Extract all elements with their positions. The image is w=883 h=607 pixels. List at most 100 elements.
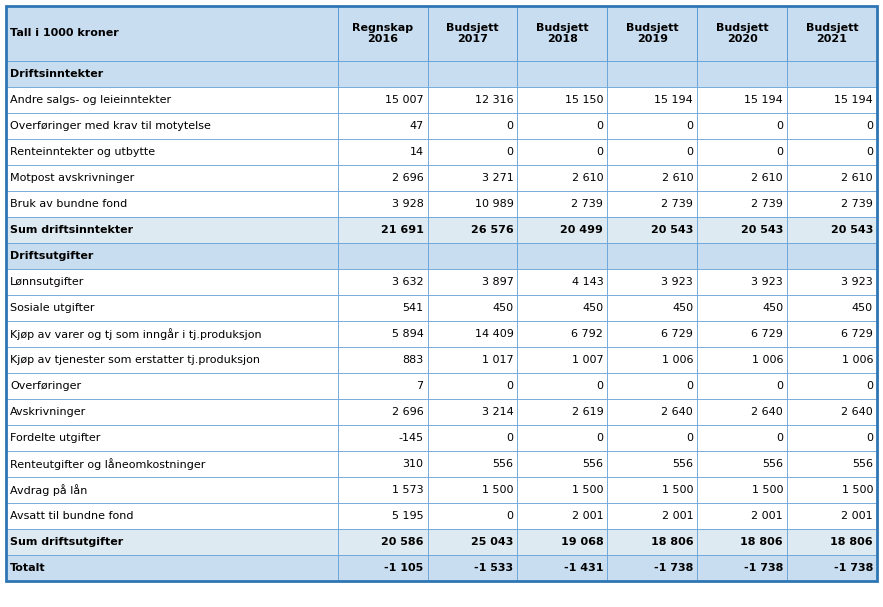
Bar <box>787 139 877 165</box>
Bar <box>6 321 337 347</box>
Text: 15 194: 15 194 <box>834 95 873 105</box>
Bar <box>6 425 337 451</box>
Text: 2 001: 2 001 <box>571 511 603 521</box>
Bar <box>787 425 877 451</box>
Bar <box>337 165 427 191</box>
Bar <box>427 87 517 113</box>
Bar <box>698 6 787 61</box>
Bar <box>698 191 787 217</box>
Bar <box>6 87 337 113</box>
Text: 556: 556 <box>582 459 603 469</box>
Bar <box>427 61 517 87</box>
Text: Lønnsutgifter: Lønnsutgifter <box>10 277 85 287</box>
Bar <box>337 6 427 61</box>
Text: 3 923: 3 923 <box>841 277 873 287</box>
Bar <box>608 451 698 477</box>
Text: -1 105: -1 105 <box>384 563 424 573</box>
Text: 2 619: 2 619 <box>571 407 603 417</box>
Text: 2 696: 2 696 <box>392 173 424 183</box>
Text: 26 576: 26 576 <box>471 225 513 235</box>
Text: Budsjett
2021: Budsjett 2021 <box>806 22 858 44</box>
Bar <box>517 555 608 581</box>
Bar <box>337 399 427 425</box>
Text: 0: 0 <box>776 381 783 391</box>
Bar <box>337 503 427 529</box>
Bar <box>6 269 337 295</box>
Bar <box>608 555 698 581</box>
Text: 4 143: 4 143 <box>571 277 603 287</box>
Bar <box>6 217 337 243</box>
Text: 3 214: 3 214 <box>482 407 513 417</box>
Bar <box>517 503 608 529</box>
Bar <box>427 6 517 61</box>
Bar <box>517 139 608 165</box>
Bar <box>698 373 787 399</box>
Bar <box>337 529 427 555</box>
Text: Driftsinntekter: Driftsinntekter <box>10 69 103 79</box>
Text: 0: 0 <box>866 433 873 443</box>
Text: 0: 0 <box>776 121 783 131</box>
Bar <box>517 529 608 555</box>
Text: 1 017: 1 017 <box>482 355 513 365</box>
Bar <box>6 191 337 217</box>
Bar <box>608 269 698 295</box>
Bar <box>6 503 337 529</box>
Bar <box>337 477 427 503</box>
Text: Driftsutgifter: Driftsutgifter <box>10 251 94 261</box>
Text: 6 729: 6 729 <box>661 329 693 339</box>
Bar <box>787 243 877 269</box>
Text: Motpost avskrivninger: Motpost avskrivninger <box>10 173 134 183</box>
Bar <box>608 191 698 217</box>
Text: Andre salgs- og leieinntekter: Andre salgs- og leieinntekter <box>10 95 171 105</box>
Text: 3 923: 3 923 <box>661 277 693 287</box>
Text: 556: 556 <box>493 459 513 469</box>
Text: -1 738: -1 738 <box>653 563 693 573</box>
Text: 1 573: 1 573 <box>392 485 424 495</box>
Text: 20 543: 20 543 <box>651 225 693 235</box>
Bar <box>698 113 787 139</box>
Bar <box>337 347 427 373</box>
Text: 5 894: 5 894 <box>392 329 424 339</box>
Text: 7: 7 <box>417 381 424 391</box>
Bar <box>337 269 427 295</box>
Bar <box>6 399 337 425</box>
Bar <box>427 321 517 347</box>
Bar <box>787 269 877 295</box>
Text: Budsjett
2018: Budsjett 2018 <box>536 22 589 44</box>
Bar <box>608 295 698 321</box>
Bar <box>608 217 698 243</box>
Bar <box>698 347 787 373</box>
Bar <box>517 87 608 113</box>
Bar <box>427 503 517 529</box>
Text: -1 738: -1 738 <box>834 563 873 573</box>
Bar <box>698 165 787 191</box>
Bar <box>517 165 608 191</box>
Text: 0: 0 <box>776 147 783 157</box>
Bar <box>608 373 698 399</box>
Bar <box>427 191 517 217</box>
Bar <box>608 139 698 165</box>
Text: 18 806: 18 806 <box>741 537 783 547</box>
Bar <box>6 555 337 581</box>
Bar <box>517 217 608 243</box>
Text: Budsjett
2019: Budsjett 2019 <box>626 22 678 44</box>
Text: 1 500: 1 500 <box>751 485 783 495</box>
Bar <box>427 243 517 269</box>
Bar <box>787 347 877 373</box>
Text: 20 499: 20 499 <box>561 225 603 235</box>
Text: 0: 0 <box>596 433 603 443</box>
Bar <box>787 451 877 477</box>
Text: 5 195: 5 195 <box>392 511 424 521</box>
Bar <box>517 191 608 217</box>
Text: 14 409: 14 409 <box>474 329 513 339</box>
Text: 0: 0 <box>686 147 693 157</box>
Bar <box>608 347 698 373</box>
Text: 0: 0 <box>596 121 603 131</box>
Text: 2 610: 2 610 <box>751 173 783 183</box>
Bar <box>6 139 337 165</box>
Text: 450: 450 <box>852 303 873 313</box>
Bar <box>6 347 337 373</box>
Bar <box>787 113 877 139</box>
Text: 0: 0 <box>507 147 513 157</box>
Bar <box>517 451 608 477</box>
